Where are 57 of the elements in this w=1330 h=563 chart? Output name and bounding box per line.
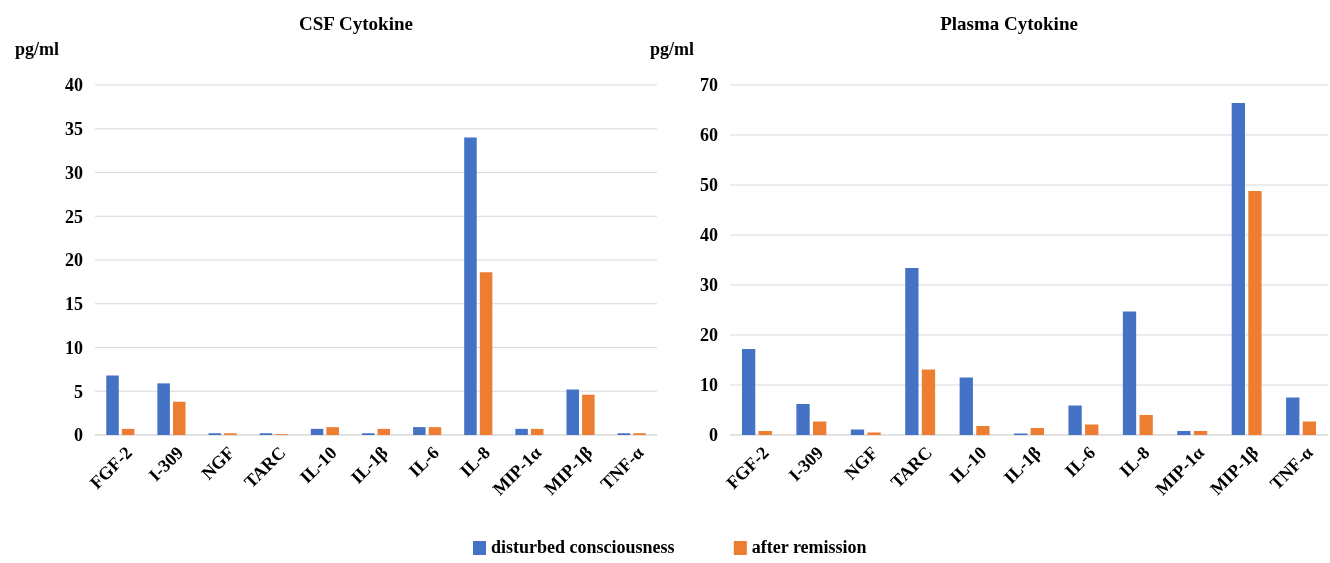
y-tick-label: 0 <box>709 425 718 446</box>
bar <box>326 427 339 435</box>
bar <box>1139 415 1153 435</box>
bar <box>173 401 186 435</box>
bar <box>157 383 170 435</box>
bar <box>796 404 810 435</box>
bar <box>741 349 756 435</box>
legend-label: disturbed consciousness <box>491 537 675 557</box>
bar <box>464 137 477 435</box>
bar <box>530 428 544 435</box>
bar <box>310 428 324 435</box>
y-tick-label: 10 <box>65 337 83 358</box>
y-tick-label: 20 <box>65 250 83 271</box>
bar <box>413 427 426 435</box>
bar <box>921 369 936 435</box>
y-tick-label: 0 <box>74 425 83 446</box>
y-tick-label: 15 <box>65 294 83 315</box>
bar <box>582 394 595 435</box>
bar <box>1085 424 1099 435</box>
bar <box>515 428 528 435</box>
y-tick-label: 60 <box>700 125 718 146</box>
bar <box>813 421 827 435</box>
y-tick-label: 10 <box>700 375 718 396</box>
bar <box>479 272 493 435</box>
bar <box>1122 311 1137 435</box>
y-tick-label: 25 <box>65 206 83 227</box>
bar <box>758 431 772 435</box>
bar <box>1286 397 1300 435</box>
bar <box>1248 191 1262 435</box>
bar <box>1030 428 1044 435</box>
bar <box>905 268 919 435</box>
y-tick-label: 30 <box>65 162 83 183</box>
y-tick-label: 40 <box>700 225 718 246</box>
y-tick-label: 20 <box>700 325 718 346</box>
bar <box>106 375 119 435</box>
bar <box>1193 431 1208 435</box>
bar <box>1068 405 1082 435</box>
bar <box>377 428 391 435</box>
y-tick-label: 40 <box>65 75 83 96</box>
bar <box>1177 431 1191 435</box>
bar <box>121 428 135 435</box>
bar <box>959 377 973 435</box>
bar <box>1302 421 1317 435</box>
bar <box>1231 103 1245 435</box>
y-tick-label: 5 <box>74 381 83 402</box>
bar <box>428 427 442 435</box>
chart-title: Plasma Cytokine <box>940 13 1078 34</box>
bar <box>976 426 990 435</box>
legend-label: after remission <box>751 537 867 557</box>
y-tick-label: 50 <box>700 175 718 196</box>
y-tick-label: 70 <box>700 75 718 96</box>
chart-title: CSF Cytokine <box>299 13 413 34</box>
y-axis-title: pg/ml <box>15 39 60 59</box>
y-tick-label: 35 <box>65 119 83 140</box>
y-axis-title: pg/ml <box>650 39 695 59</box>
y-tick-label: 30 <box>700 275 718 296</box>
bar <box>566 389 579 435</box>
